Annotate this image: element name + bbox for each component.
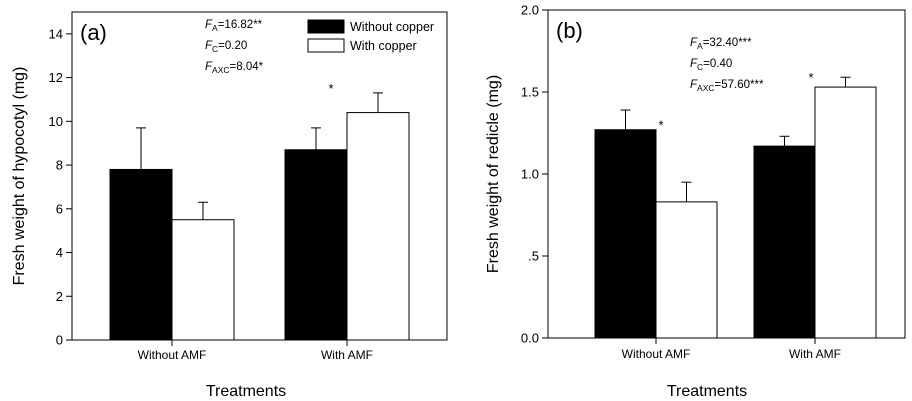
stat-symbol: F [690,58,698,70]
significance-marker: * [658,118,663,133]
bar-without-copper [284,149,348,341]
stat-annotation: FA=16.82** [205,19,263,33]
plot-frame [71,11,448,341]
stat-subscript: A [697,41,703,51]
category-label: Without AMF [138,348,207,362]
y-tick-label: 2.0 [521,3,539,18]
stat-symbol: F [205,40,213,52]
stat-value: =0.20 [218,40,247,52]
y-tick-label: 0 [56,333,63,348]
y-tick-label: 8 [56,158,63,173]
category-label: With AMF [321,348,373,362]
legend-swatch-with-copper [307,38,345,53]
stat-value: =57.60*** [715,79,764,91]
significance-marker: * [328,81,333,96]
stat-subscript: AXC [697,83,714,93]
stat-subscript: AXC [212,65,229,75]
legend-swatch-without-copper [307,19,345,34]
y-tick-label: .5 [528,249,539,264]
stat-annotation: FAXC=8.04* [205,61,264,75]
y-tick-label: 1.5 [521,85,539,100]
stat-value: =16.82** [218,19,263,31]
y-tick-label: 4 [56,245,63,260]
stat-annotation: FC=0.20 [205,40,247,54]
stat-subscript: C [212,44,218,54]
legend-label: With copper [350,39,417,53]
stat-symbol: F [690,79,698,91]
bar-with-copper [346,112,410,341]
y-axis-title: Fresh weight of hypocotyl (mg) [11,67,28,286]
stat-value: =0.40 [703,58,732,70]
category-label: With AMF [789,347,841,361]
y-tick-label: 2 [56,289,63,304]
chart-panel-b: 0.0 .5 1.0 1.5 2.0 * Without AMF * With AMF Treat… [485,3,906,400]
stat-value: =8.04* [230,61,264,73]
legend-label: Without copper [350,20,434,34]
bar-without-copper [109,168,173,341]
category-label: Without AMF [622,347,691,361]
stat-symbol: F [205,61,213,73]
stat-annotation: FA=32.40*** [690,37,752,51]
stat-annotation: FC=0.40 [690,58,732,72]
stat-symbol: F [690,37,698,49]
bar-without-copper [594,129,657,339]
y-tick-label: 0.0 [521,331,539,346]
bar-with-copper [814,86,877,339]
bar-with-copper [171,219,235,341]
y-tick-label: 6 [56,201,63,216]
bar-without-copper [753,145,816,339]
y-axis-title: Fresh weight of redicle (mg) [485,75,502,273]
stat-subscript: C [697,62,703,72]
x-axis-title: Treatments [667,383,747,400]
bar-with-copper [655,201,718,339]
y-tick-label: 12 [49,70,63,85]
stat-subscript: A [212,23,218,33]
chart-panel-a: 0 2 4 6 8 10 12 14 Without AMF * With AMF Treatment… [11,11,448,400]
y-tick-label: 14 [49,26,63,41]
x-axis-title: Treatments [206,383,286,400]
y-tick-label: 10 [49,114,63,129]
significance-marker: * [808,70,813,85]
stat-annotation: FAXC=57.60*** [690,79,764,93]
panel-label: (b) [556,18,583,43]
panel-label: (a) [80,20,107,45]
stat-value: =32.40*** [703,37,752,49]
legend: Without copper With copper [307,19,434,53]
y-tick-label: 1.0 [521,167,539,182]
stat-symbol: F [205,19,213,31]
